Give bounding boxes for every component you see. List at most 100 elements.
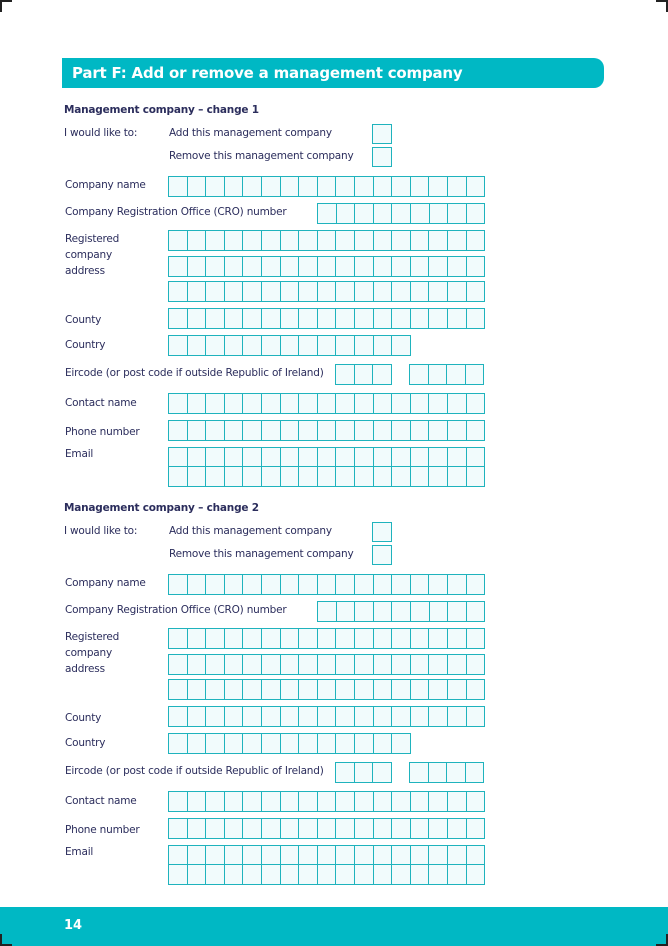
character-cell[interactable] [335,176,355,197]
character-cell[interactable] [260,230,281,251]
character-cell[interactable] [335,706,355,727]
character-cell[interactable] [353,281,374,302]
character-cell[interactable] [391,733,411,754]
character-cell[interactable] [372,574,393,595]
character-cell[interactable] [223,628,244,649]
character-cell[interactable] [242,791,262,812]
character-cell[interactable] [335,762,355,783]
character-cell[interactable] [316,706,337,727]
character-cell[interactable] [242,335,262,356]
character-cell[interactable] [279,308,300,329]
character-cell[interactable] [260,308,281,329]
character-cell[interactable] [427,364,448,385]
character-cell[interactable] [391,654,411,675]
character-cell[interactable] [205,864,225,885]
character-cell[interactable] [409,791,430,812]
character-cell[interactable] [186,654,207,675]
character-cell[interactable] [465,628,486,649]
character-cell[interactable] [428,176,448,197]
character-cell[interactable] [168,864,188,885]
character-cell[interactable] [446,679,467,700]
character-cell[interactable] [335,791,355,812]
character-cell[interactable] [335,679,355,700]
character-cell[interactable] [298,230,318,251]
character-cell[interactable] [447,203,467,224]
character-cell[interactable] [353,628,374,649]
character-cell[interactable] [205,574,225,595]
character-cell[interactable] [316,654,337,675]
character-cell[interactable] [465,308,486,329]
character-cell[interactable] [335,733,355,754]
character-cell[interactable] [465,256,486,277]
character-cell[interactable] [353,733,374,754]
eircode-unique-field[interactable] [409,762,485,783]
character-cell[interactable] [298,574,318,595]
character-cell[interactable] [279,628,300,649]
character-cell[interactable] [242,308,262,329]
character-cell[interactable] [279,281,300,302]
character-cell[interactable] [316,733,337,754]
character-cell[interactable] [242,845,262,866]
contact-name-field[interactable] [168,791,486,812]
cro-number-field[interactable] [317,203,486,224]
character-cell[interactable] [335,308,355,329]
character-cell[interactable] [409,679,430,700]
character-cell[interactable] [260,335,281,356]
character-cell[interactable] [353,256,374,277]
character-cell[interactable] [446,230,467,251]
character-cell[interactable] [223,230,244,251]
character-cell[interactable] [316,845,337,866]
character-cell[interactable] [428,706,448,727]
character-cell[interactable] [372,601,393,622]
character-cell[interactable] [353,818,374,839]
character-cell[interactable] [186,176,207,197]
character-cell[interactable] [465,818,486,839]
character-cell[interactable] [446,308,467,329]
character-cell[interactable] [316,281,337,302]
character-cell[interactable] [279,335,300,356]
character-cell[interactable] [168,679,188,700]
character-cell[interactable] [372,733,393,754]
character-cell[interactable] [372,706,393,727]
character-cell[interactable] [428,574,448,595]
address-line-1-field[interactable] [168,230,486,251]
character-cell[interactable] [372,335,393,356]
character-cell[interactable] [391,864,411,885]
character-cell[interactable] [168,256,188,277]
character-cell[interactable] [428,256,448,277]
character-cell[interactable] [465,574,486,595]
character-cell[interactable] [353,791,374,812]
character-cell[interactable] [391,574,411,595]
character-cell[interactable] [316,308,337,329]
character-cell[interactable] [427,762,448,783]
eircode-unique-field[interactable] [409,364,485,385]
character-cell[interactable] [242,679,262,700]
character-cell[interactable] [242,574,262,595]
character-cell[interactable] [205,281,225,302]
character-cell[interactable] [446,654,467,675]
character-cell[interactable] [335,281,355,302]
character-cell[interactable] [372,176,393,197]
character-cell[interactable] [353,706,374,727]
character-cell[interactable] [372,791,393,812]
character-cell[interactable] [223,679,244,700]
character-cell[interactable] [168,335,188,356]
character-cell[interactable] [335,364,355,385]
character-cell[interactable] [186,628,207,649]
character-cell[interactable] [260,176,281,197]
character-cell[interactable] [335,256,355,277]
character-cell[interactable] [205,308,225,329]
character-cell[interactable] [409,308,430,329]
character-cell[interactable] [223,574,244,595]
character-cell[interactable] [465,466,486,487]
remove-checkbox[interactable] [372,147,392,167]
character-cell[interactable] [298,256,318,277]
character-cell[interactable] [372,818,393,839]
character-cell[interactable] [279,818,300,839]
character-cell[interactable] [223,256,244,277]
character-cell[interactable] [168,791,188,812]
character-cell[interactable] [446,818,467,839]
eircode-routing-field[interactable] [335,364,392,385]
character-cell[interactable] [446,864,467,885]
character-cell[interactable] [409,281,430,302]
